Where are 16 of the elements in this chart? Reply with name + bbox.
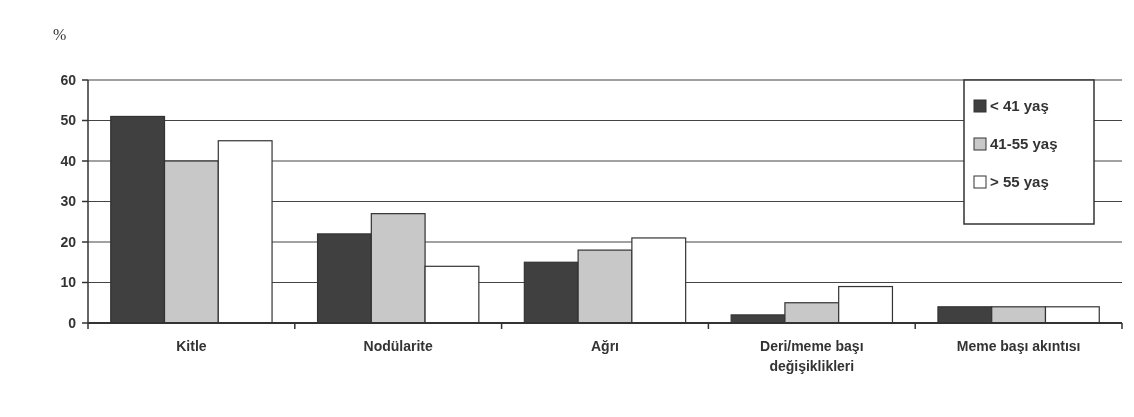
y-tick-label: 30 <box>60 193 77 210</box>
x-tick-label: Ağrı <box>591 338 619 354</box>
legend-label: < 41 yaş <box>990 97 1049 115</box>
y-axis-title: % <box>53 26 67 43</box>
legend-label: 41-55 yaş <box>990 135 1058 153</box>
y-tick-label: 40 <box>60 152 77 169</box>
y-tick-label: 10 <box>60 274 77 291</box>
y-tick-label: 60 <box>60 71 77 88</box>
y-tick-label: 50 <box>60 112 77 129</box>
x-tick-label: Meme başı akıntısı <box>956 338 1081 354</box>
x-tick-label: Nodülarite <box>363 338 434 354</box>
legend-label: > 55 yaş <box>990 173 1049 191</box>
y-tick-label: 0 <box>68 314 77 331</box>
x-tick-label: Kitle <box>176 338 207 354</box>
y-tick-label: 20 <box>60 233 77 250</box>
x-tick-label: Deri/meme başı değişiklikleri <box>760 338 864 374</box>
